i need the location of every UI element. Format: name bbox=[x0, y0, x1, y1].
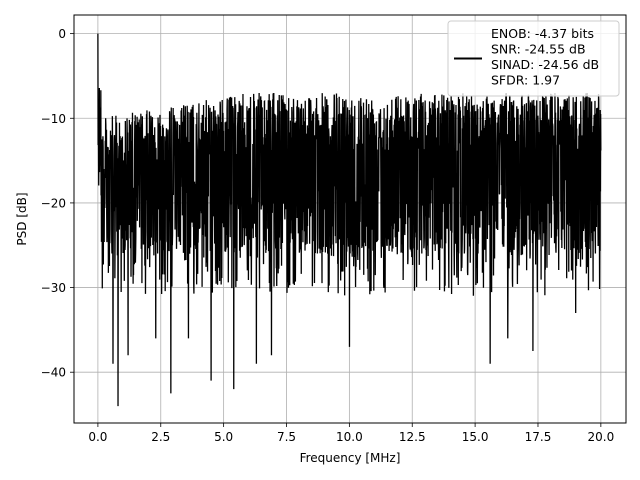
axes-frame bbox=[73, 14, 627, 424]
x-axis-label: Frequency [MHz] bbox=[300, 451, 401, 465]
x-tick-label: 12.5 bbox=[399, 430, 426, 444]
plot-area bbox=[97, 33, 602, 407]
y-tick-label: −10 bbox=[41, 112, 66, 126]
y-axis-label: PSD [dB] bbox=[15, 192, 29, 245]
psd-series-line bbox=[97, 33, 602, 407]
y-axis-ticks: 0 −10 −20 −30 −40 bbox=[41, 27, 74, 380]
x-tick-label: 10.0 bbox=[336, 430, 363, 444]
x-tick-label: 5.0 bbox=[214, 430, 233, 444]
x-tick-label: 2.5 bbox=[151, 430, 170, 444]
x-axis-ticks: 0.0 2.5 5.0 7.5 10.0 12.5 15.0 17.5 20.0 bbox=[88, 423, 614, 444]
legend-label: ENOB: -4.37 bits SNR: -24.55 dB SINAD: -24… bbox=[491, 26, 599, 88]
y-tick-label: 0 bbox=[58, 27, 66, 41]
x-tick-label: 17.5 bbox=[525, 430, 552, 444]
legend: ENOB: -4.37 bits SNR: -24.55 dB SINAD: -24… bbox=[447, 20, 620, 97]
x-tick-label: 15.0 bbox=[462, 430, 489, 444]
y-tick-label: −40 bbox=[41, 366, 66, 380]
legend-box bbox=[447, 20, 620, 97]
x-tick-label: 7.5 bbox=[277, 430, 296, 444]
x-tick-label: 0.0 bbox=[88, 430, 107, 444]
y-tick-label: −30 bbox=[41, 281, 66, 295]
y-tick-label: −20 bbox=[41, 196, 66, 210]
x-tick-label: 20.0 bbox=[587, 430, 614, 444]
